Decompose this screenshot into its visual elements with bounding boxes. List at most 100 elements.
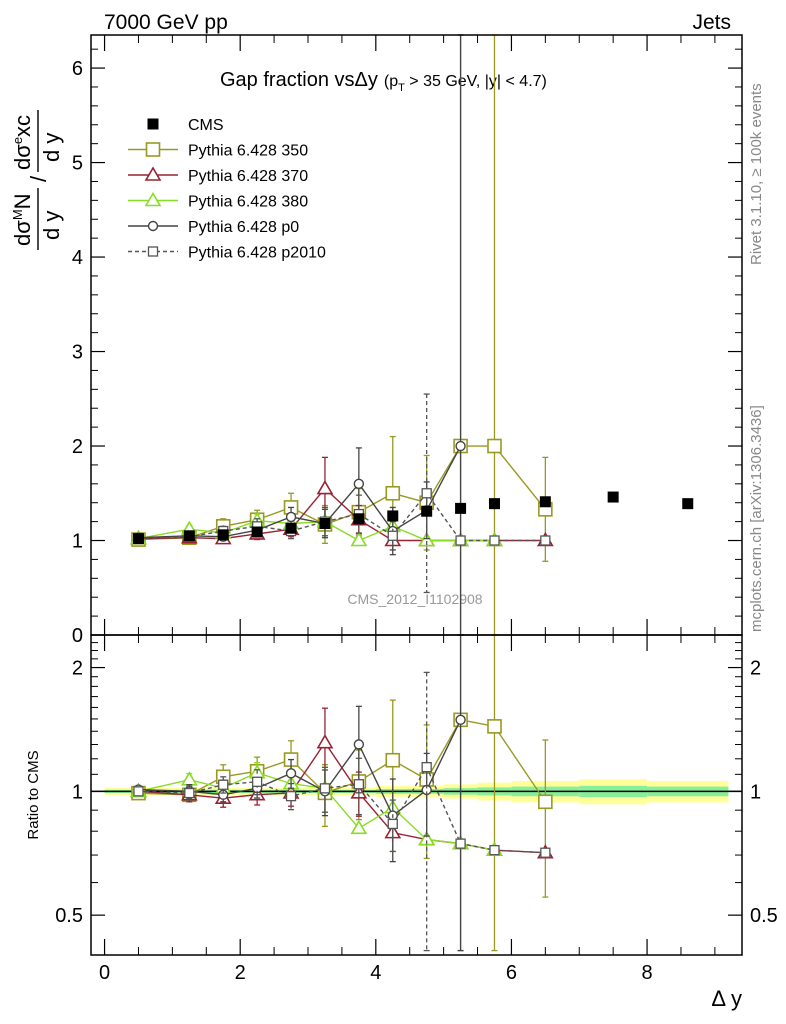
ratio-ytick-label-right: 1 xyxy=(750,781,761,803)
legend-label: Pythia 6.428 p0 xyxy=(188,219,299,236)
series-5-ratio-point xyxy=(455,838,466,849)
cms-point xyxy=(132,533,144,545)
xlabel: Δ y xyxy=(711,986,742,1011)
series-1-point xyxy=(487,438,502,454)
series-4-point xyxy=(455,440,466,452)
series-1-ratio-point xyxy=(538,794,553,810)
title-cut-prefix: (p xyxy=(384,73,398,90)
legend-item: Pythia 6.428 p2010 xyxy=(128,245,326,262)
series-4-ratio-point xyxy=(285,768,297,779)
series-5-ratio-point xyxy=(387,818,398,830)
series-1-ratio-point xyxy=(385,752,401,768)
ytick-label-main: 1 xyxy=(72,531,83,553)
ylabel-slash: / xyxy=(26,175,51,182)
cms-point xyxy=(285,522,297,534)
series-4-ratio-point xyxy=(353,739,365,750)
ylabel-num: dσ xyxy=(10,220,35,246)
xtick-label: 2 xyxy=(235,962,246,984)
series-3-point xyxy=(350,531,368,547)
xtick-label: 4 xyxy=(370,962,381,984)
series-5-ratio-point xyxy=(319,783,331,794)
ylabel-den2: d y xyxy=(39,133,64,162)
cms-point xyxy=(353,513,365,525)
ratio-ytick-label: 0.5 xyxy=(55,905,83,927)
svg-text:dσMN: dσMN xyxy=(10,193,35,246)
series-5-point xyxy=(455,535,466,546)
series-5-ratio-point xyxy=(285,791,297,802)
cms-point xyxy=(455,502,467,514)
title-main: Gap fraction vsΔy xyxy=(220,69,378,91)
series-5-point xyxy=(387,530,398,541)
series-4-ratio-point xyxy=(455,714,466,726)
series-5-ratio-point xyxy=(251,776,263,787)
series-5-point xyxy=(540,535,551,546)
ylabel-num2: dσ xyxy=(10,144,35,170)
cms-point xyxy=(539,496,551,508)
series-5-ratio xyxy=(133,671,551,952)
ytick-label-main: 3 xyxy=(72,342,83,364)
cms-point xyxy=(488,498,500,510)
legend-marker xyxy=(147,118,159,130)
ytick-label-main: 2 xyxy=(72,436,83,458)
ratio-plot-marks xyxy=(91,634,742,952)
series-4-ratio-line xyxy=(138,719,462,817)
series-2-point xyxy=(316,479,334,495)
legend-item: Pythia 6.428 p0 xyxy=(128,219,299,236)
series-5-ratio-point xyxy=(540,847,551,858)
series-3-ratio-point xyxy=(418,830,436,846)
series-5-line xyxy=(138,492,546,542)
legend-label: Pythia 6.428 p2010 xyxy=(188,245,326,262)
cms-point xyxy=(421,505,433,517)
ytick-label-main: 0 xyxy=(72,625,83,647)
ratio-ytick-label: 2 xyxy=(72,658,83,680)
legend-item: Pythia 6.428 370 xyxy=(128,166,308,185)
legend-item: Pythia 6.428 380 xyxy=(128,191,308,211)
series-1-point xyxy=(385,485,401,501)
main-plot-marks xyxy=(130,34,694,636)
ratio-axes: 0.5 0.5 1 1 2 2 0 2 4 6 8 xyxy=(55,642,778,984)
series-3-point xyxy=(418,531,436,547)
series-5-ratio-point xyxy=(218,779,229,790)
series-5-ratio-line xyxy=(138,765,546,854)
legend-item: CMS xyxy=(147,117,224,134)
series-1-ratio-point xyxy=(487,719,502,734)
series-3-ratio-point xyxy=(350,819,368,835)
title-cut-sub: T xyxy=(398,82,405,94)
chart-title: Gap fraction vsΔy (pT > 35 GeV, |y| < 4.7… xyxy=(220,69,547,94)
header-left: 7000 GeV pp xyxy=(104,11,228,34)
cms-point xyxy=(607,491,619,503)
legend-label: Pythia 6.428 370 xyxy=(188,168,308,185)
ylabel-n: N xyxy=(10,193,35,209)
ratio-ytick-label-right: 0.5 xyxy=(750,905,778,927)
legend-label: CMS xyxy=(188,117,224,134)
ylabel-sup1: M xyxy=(10,209,25,220)
series-4-point xyxy=(353,478,365,490)
title-cut-suffix: > 35 GeV, |y| < 4.7) xyxy=(405,73,547,90)
ylabel-xc: xc xyxy=(10,115,35,137)
legend-marker xyxy=(145,142,161,157)
legend: CMS Pythia 6.428 350 Pythia 6.428 370 Pythi… xyxy=(128,117,326,262)
svg-text:dσexc: dσexc xyxy=(10,115,35,170)
legend-marker xyxy=(144,191,162,207)
legend-label: Pythia 6.428 350 xyxy=(188,143,308,160)
legend-label: Pythia 6.428 380 xyxy=(188,194,308,211)
header-right: Jets xyxy=(692,11,731,34)
analysis-id: CMS_2012_I1102908 xyxy=(347,591,482,607)
series-5-ratio-point xyxy=(489,845,500,856)
cms-point xyxy=(387,510,399,522)
series-5-ratio-point xyxy=(353,779,365,790)
ylabel-sup2: e xyxy=(10,137,25,144)
legend-marker xyxy=(147,220,159,232)
ratio-frame xyxy=(90,634,743,956)
legend-marker xyxy=(144,166,162,181)
series-5-ratio-point xyxy=(184,787,195,799)
xtick-label: 0 xyxy=(99,962,110,984)
xtick-label: 8 xyxy=(642,962,653,984)
ratio-ylabel: Ratio to CMS xyxy=(25,750,42,839)
series-5-ratio-point xyxy=(421,762,432,773)
legend-marker xyxy=(147,246,159,257)
cms-point xyxy=(251,526,263,538)
series-2-ratio-point xyxy=(316,734,334,749)
series-5-point xyxy=(421,488,432,499)
